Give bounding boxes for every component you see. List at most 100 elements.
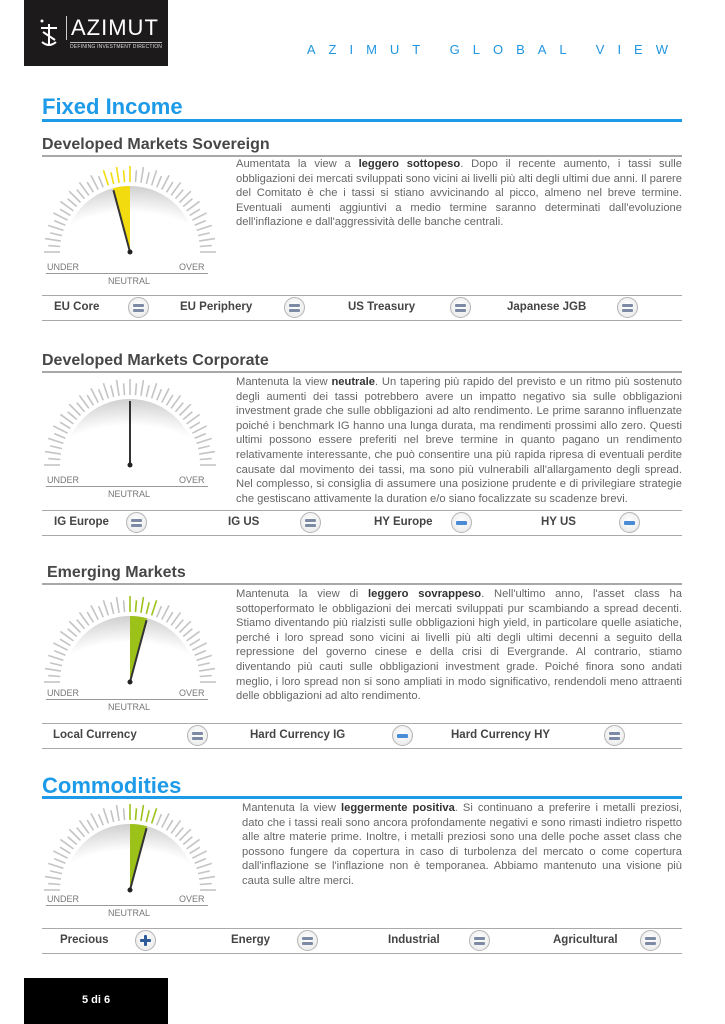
- gauge-tick: [189, 208, 201, 217]
- equal-icon: [617, 297, 638, 318]
- gauge-tick: [140, 166, 145, 183]
- equal-icon: [469, 930, 490, 951]
- gauge-pivot: [127, 249, 133, 255]
- gauge-tick: [59, 208, 71, 217]
- gauge-tick: [50, 870, 63, 875]
- gauge-tick: [97, 813, 104, 826]
- section-divider: [42, 371, 682, 373]
- gauge-neutral-label: NEUTRAL: [108, 489, 151, 499]
- section-title: Developed Markets Sovereign: [42, 136, 270, 153]
- gauge-tick: [165, 819, 174, 831]
- gauge-over-label: OVER: [179, 475, 205, 485]
- asset-label: EU Core: [54, 301, 100, 313]
- gauge-tick: [59, 838, 74, 850]
- gauge-tick: [50, 445, 63, 450]
- gauge-tick: [189, 846, 201, 855]
- gauge-tick: [110, 810, 115, 823]
- gauge-over-label: OVER: [179, 262, 205, 272]
- gauge-tick: [134, 170, 138, 183]
- gauge-tick: [44, 667, 61, 672]
- plus-icon: [135, 930, 156, 951]
- section-title: Developed Markets Corporate: [42, 352, 269, 369]
- gauge-tick: [86, 611, 95, 623]
- equal-icon: [297, 930, 318, 951]
- gauge-tick: [78, 819, 90, 834]
- gauge-needle: [112, 189, 131, 253]
- gauge-needle: [129, 827, 148, 891]
- gauge-tick: [53, 432, 66, 439]
- asset-label: Hard Currency HY: [451, 729, 551, 741]
- gauge-tick: [156, 605, 163, 618]
- section-text: Mantenuta la view neutrale. Un tapering …: [236, 376, 682, 505]
- gauge-tick: [122, 808, 126, 821]
- gauge-tick: [150, 169, 158, 186]
- heading-divider: [42, 119, 682, 122]
- gauge-tick: [110, 602, 115, 615]
- section-divider: [42, 155, 682, 157]
- gauge-scale-line: [46, 699, 208, 700]
- gauge-tick: [53, 642, 68, 651]
- gauge-tick: [76, 827, 86, 838]
- gauge-neutral-label: NEUTRAL: [108, 908, 151, 918]
- gauge-tick: [178, 403, 192, 417]
- gauge-neutral-label: NEUTRAL: [108, 702, 151, 712]
- gauge-tick: [170, 611, 182, 626]
- row-divider: [42, 723, 682, 724]
- gauge-tick: [47, 224, 64, 232]
- gauge-tick: [53, 857, 66, 864]
- equal-icon: [640, 930, 661, 951]
- row-divider: [42, 510, 682, 511]
- gauge-tick: [53, 425, 68, 434]
- gauge-tick: [53, 850, 68, 859]
- gauge-tick: [197, 870, 210, 875]
- gauge-tick: [150, 807, 158, 824]
- gauge-tick: [170, 394, 182, 409]
- section-divider: [42, 583, 682, 585]
- gauge-tick: [59, 630, 74, 642]
- gauge-tick: [199, 450, 216, 455]
- gauge-tick: [197, 445, 210, 450]
- gauge-tick: [97, 388, 104, 401]
- gauge-tick: [48, 882, 61, 886]
- view-gauge: [44, 596, 216, 685]
- section-text: Mantenuta la view di leggero sovrappeso.…: [236, 588, 682, 703]
- gauge-tick: [122, 383, 126, 396]
- gauge-tick: [122, 170, 126, 183]
- gauge-tick: [53, 219, 66, 226]
- gauge-tick: [102, 382, 110, 399]
- asset-label: Hard Currency IG: [250, 729, 346, 741]
- gauge-tick: [178, 620, 192, 634]
- gauge-tick: [110, 172, 115, 185]
- asset-label: Agricultural: [553, 934, 618, 946]
- gauge-tick: [197, 232, 210, 237]
- gauge-scale-line: [46, 905, 208, 906]
- gauge-tick: [196, 654, 213, 662]
- gauge-tick: [53, 212, 68, 221]
- gauge-needle: [129, 619, 148, 683]
- gauge-tick: [68, 190, 82, 204]
- gauge-tick: [48, 457, 61, 461]
- gauge-tick: [186, 838, 201, 850]
- gauge-tick: [194, 857, 207, 864]
- gauge-pivot: [127, 679, 133, 685]
- gauge-tick: [134, 600, 138, 613]
- equal-icon: [126, 512, 147, 533]
- gauge-tick: [90, 175, 99, 190]
- gauge-tick: [78, 611, 90, 626]
- asset-label: Local Currency: [53, 729, 137, 741]
- equal-icon: [450, 297, 471, 318]
- gauge-tick: [90, 813, 99, 828]
- gauge-tick: [44, 875, 61, 880]
- gauge-tick: [97, 175, 104, 188]
- minus-icon: [451, 512, 472, 533]
- gauge-tick: [59, 200, 74, 212]
- gauge-tick: [194, 649, 207, 656]
- gauge-tick: [90, 605, 99, 620]
- gauge-tick: [199, 667, 216, 672]
- gauge-tick: [196, 224, 213, 232]
- gauge-tick: [134, 383, 138, 396]
- gauge-tick: [174, 402, 184, 413]
- gauge-tick: [182, 198, 193, 208]
- azimut-logo: AZIMUT DEFINING INVESTMENT DIRECTION: [24, 0, 168, 66]
- gauge-tick: [86, 819, 95, 831]
